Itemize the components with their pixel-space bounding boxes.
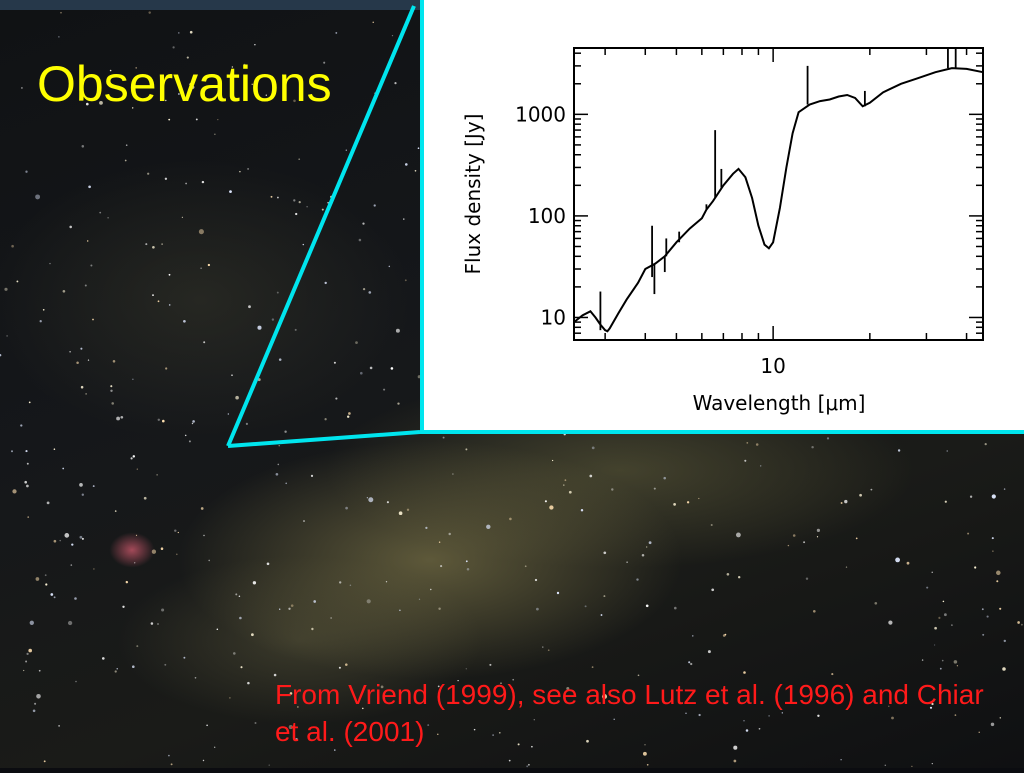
plot-frame <box>574 48 983 340</box>
x-axis-label: Wavelength [μm] <box>693 391 866 415</box>
x-tick-label: 10 <box>760 354 785 378</box>
absorption-features <box>600 48 955 330</box>
chart-panel: 10 100 1000 10 Wavelength [μm] Flux density… <box>420 0 1024 434</box>
y-tick-label: 10 <box>541 305 566 329</box>
tick-labels: 10 100 1000 10 <box>515 102 786 378</box>
callout-line-upper <box>228 6 414 446</box>
y-axis-label: Flux density [Jy] <box>461 114 485 275</box>
y-tick-label: 1000 <box>515 102 566 126</box>
axis-ticks <box>574 48 983 340</box>
callout-line-lower <box>228 432 420 446</box>
y-tick-label: 100 <box>528 204 566 228</box>
source-credit: From Vriend (1999), see also Lutz et al.… <box>275 676 995 750</box>
spectrum-chart: 10 100 1000 10 Wavelength [μm] Flux density… <box>424 0 1024 434</box>
spectrum-line <box>574 68 983 331</box>
